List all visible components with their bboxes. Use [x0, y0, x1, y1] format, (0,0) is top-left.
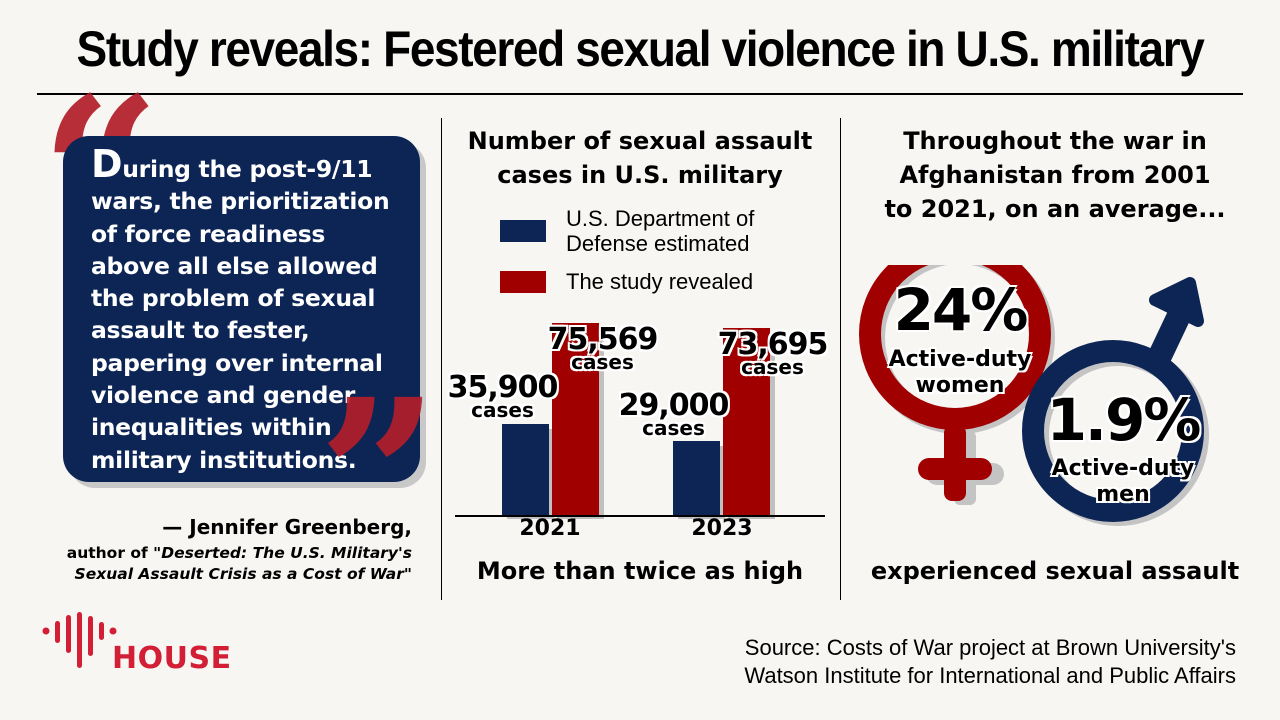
title-divider [37, 93, 1243, 95]
women-label-line2: women [915, 373, 1005, 398]
bar-study-2023 [723, 328, 770, 515]
bar-dod-2021 [502, 424, 549, 515]
label-study-2023: 73,695 [717, 327, 829, 362]
male-symbol-icon [1022, 277, 1204, 522]
label-dod-2021: 35,900 [447, 370, 559, 405]
quote-book: author of "Deserted: The U.S. Military's… [67, 543, 412, 585]
soundwave-icon [42, 612, 117, 668]
label-unit: cases [741, 355, 804, 379]
category-2023: 2023 [691, 516, 753, 541]
right-caption: experienced sexual assault [870, 557, 1240, 585]
source-line2: Watson Institute for International and P… [744, 663, 1236, 688]
legend-label-study: The study revealed [566, 269, 754, 294]
label-unit: cases [571, 350, 634, 374]
quote-box [63, 136, 420, 482]
men-label-line1: Active-duty [1051, 456, 1195, 481]
book-title-line2: Sexual Assault Crisis as a Cost of War [74, 565, 404, 583]
book-title-close: " [403, 565, 412, 583]
label-unit: cases [471, 398, 534, 422]
source-line1: Source: Costs of War project at Brown Un… [744, 635, 1236, 660]
female-symbol-icon [859, 265, 1051, 501]
source-note: Source: Costs of War project at Brown Un… [744, 634, 1236, 690]
label-study-2021: 75,569 [547, 322, 659, 357]
women-percent: 24% [893, 276, 1029, 344]
gender-symbols [859, 265, 1209, 526]
chart-title-line2: cases in U.S. military [497, 161, 783, 189]
men-label-line2: men [1096, 482, 1150, 507]
book-title-line1: Deserted: The U.S. Military's [161, 544, 412, 562]
chart-caption: More than twice as high [476, 557, 804, 585]
right-title: Throughout the war in Afghanistan from 2… [845, 124, 1265, 226]
right-title-line2: Afghanistan from 2001 [899, 161, 1211, 189]
close-quote-icon: ” [318, 353, 439, 600]
x-axis [455, 515, 825, 517]
label-dod-2023: 29,000 [618, 388, 730, 423]
women-label: Active-duty women [860, 347, 1060, 399]
right-title-line1: Throughout the war in [903, 127, 1207, 155]
author-role: author of " [66, 544, 162, 562]
logo-text: HOUSE [112, 641, 232, 676]
column-divider-left [441, 118, 442, 600]
chart-title-line1: Number of sexual assault [467, 127, 813, 155]
quote-body: uring the post-9/11 wars, the prioritiza… [91, 155, 390, 474]
right-title-line3: to 2021, on an average... [884, 195, 1226, 223]
legend-swatch-dod [500, 220, 546, 242]
legend-swatch-study [500, 271, 546, 293]
men-label: Active-duty men [1018, 456, 1228, 508]
label-unit: cases [642, 416, 705, 440]
men-percent: 1.9% [1046, 386, 1202, 454]
legend-label-dod: U.S. Department of Defense estimated [566, 206, 754, 256]
women-label-line1: Active-duty [888, 347, 1032, 372]
bar-study-2021 [552, 323, 599, 515]
page-title: Study reveals: Festered sexual violence … [76, 21, 1205, 77]
quote-text: During the post-9/11 wars, the prioritiz… [91, 145, 411, 476]
quote-dropcap: D [91, 142, 123, 186]
column-divider-right [840, 118, 841, 600]
chart-title: Number of sexual assault cases in U.S. m… [440, 124, 840, 192]
category-2021: 2021 [519, 516, 581, 541]
quote-author: — Jennifer Greenberg, [162, 515, 412, 539]
legend-dod-line1: U.S. Department of [566, 206, 755, 231]
legend-dod-line2: Defense estimated [566, 231, 750, 256]
bar-dod-2023 [673, 441, 720, 515]
